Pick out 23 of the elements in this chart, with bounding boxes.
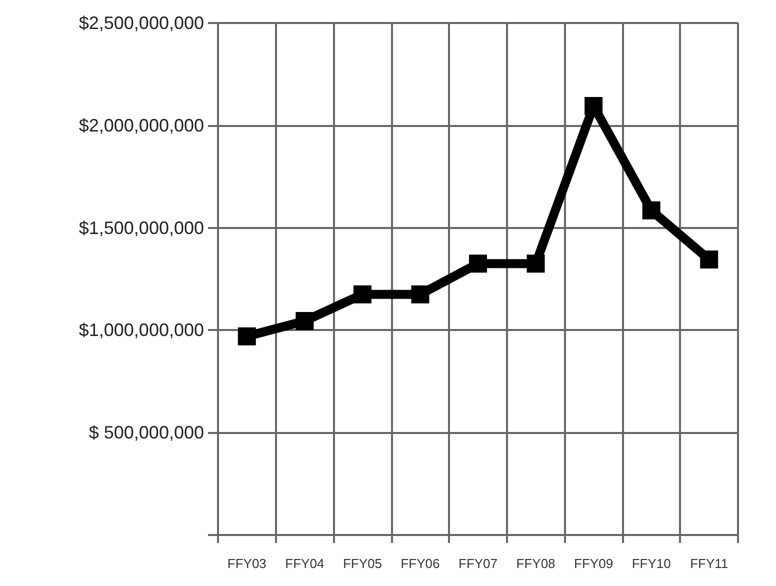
x-tick-label: FFY07 [458, 556, 498, 571]
x-tick-label: FFY09 [574, 556, 614, 571]
point [700, 250, 718, 269]
point [584, 96, 603, 115]
x-tick-label: FFY10 [632, 556, 671, 571]
y-tick-label: $1,000,000,000 [78, 320, 204, 340]
point [353, 285, 372, 304]
y-tick-label: $1,500,000,000 [78, 218, 204, 238]
x-tick-label: FFY05 [342, 556, 382, 571]
point [526, 254, 545, 273]
point [469, 254, 487, 273]
y-tick-label: $2,500,000,000 [78, 13, 204, 33]
point [411, 285, 430, 304]
x-tick-label: FFY08 [516, 556, 556, 571]
y-tick-label: $ 500,000,000 [88, 422, 204, 443]
point [238, 327, 256, 346]
x-tick-label: FFY04 [285, 556, 324, 571]
point [642, 201, 660, 220]
x-tick-label: FFY11 [690, 556, 728, 571]
point [296, 312, 314, 330]
x-tick-label: FFY03 [227, 556, 266, 571]
y-tick-label: $2,000,000,000 [78, 115, 204, 136]
x-tick-label: FFY06 [400, 556, 440, 571]
